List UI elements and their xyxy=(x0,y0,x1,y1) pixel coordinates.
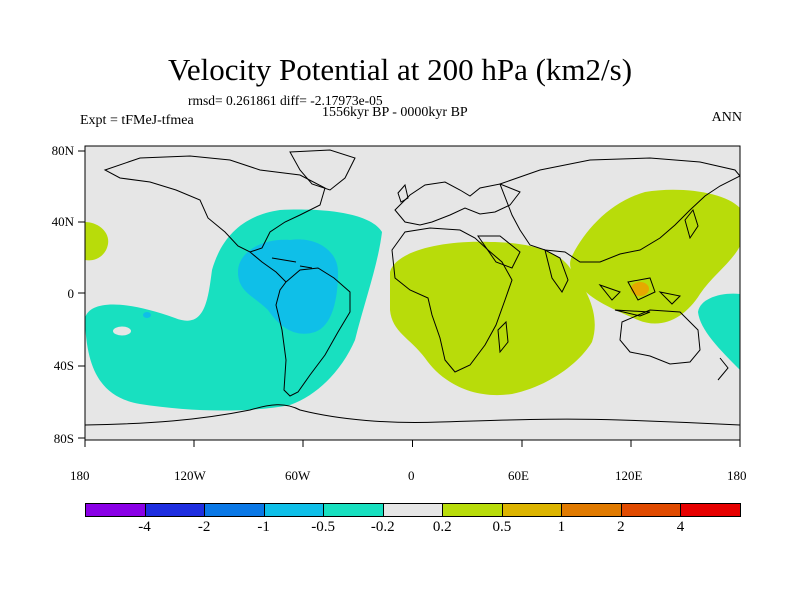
rmsd-diff-stats: rmsd= 0.261861 diff= -2.17973e-05 xyxy=(188,93,383,108)
time-period-label: 1556kyr BP - 0000kyr BP xyxy=(322,105,468,120)
colorbar-label: 4 xyxy=(676,519,685,535)
lat-tick-80n: 80N xyxy=(51,143,74,158)
coast-japan xyxy=(684,208,699,240)
colorbar-segment xyxy=(323,503,384,517)
colorbar-label: 0.2 xyxy=(432,519,452,535)
colorbar-segment xyxy=(382,503,444,517)
colorbar-label: 1 xyxy=(557,519,566,535)
lon-tick-120e: 120E xyxy=(615,468,643,483)
map-title: Velocity Potential at 200 hPa (km2/s) xyxy=(167,52,633,87)
region-neg-east-edge xyxy=(698,293,740,370)
coast-maritime-continent xyxy=(598,277,682,317)
colorbar-label: -4 xyxy=(138,519,151,535)
colorbar-segment xyxy=(442,503,503,517)
lon-tick-120w: 120W xyxy=(174,468,206,483)
coast-madagascar xyxy=(497,320,509,354)
region-pos-africa xyxy=(390,241,595,396)
coast-caribbean xyxy=(271,257,313,269)
colorbar-segment xyxy=(204,503,265,517)
colorbar-label: 0.5 xyxy=(492,519,512,535)
coast-central-america xyxy=(249,251,287,283)
colorbar-segment xyxy=(680,503,741,517)
lat-tick-40n: 40N xyxy=(51,214,74,229)
coast-new-zealand xyxy=(717,357,729,381)
coast-africa xyxy=(391,227,513,373)
region-neg-hole xyxy=(113,326,131,336)
colorbar-segment xyxy=(85,503,146,517)
region-pos-west-edge xyxy=(85,222,109,261)
lon-tick-0: 0 xyxy=(408,468,415,483)
coast-antarctica xyxy=(85,404,740,426)
coast-uk xyxy=(397,183,409,203)
lat-tick-0: 0 xyxy=(67,286,75,301)
coast-asia xyxy=(499,157,740,263)
colorbar-label: -1 xyxy=(257,519,270,535)
region-neg-dot xyxy=(143,312,151,318)
coast-greenland xyxy=(289,149,356,191)
coastlines xyxy=(85,149,740,426)
colorbar-segment xyxy=(263,503,325,517)
colorbar-label: -2 xyxy=(197,519,211,535)
lat-tick-80s: 80S xyxy=(53,431,74,446)
colorbar-segment xyxy=(144,503,206,517)
colorbar-label: -0.2 xyxy=(370,519,395,535)
colorbar-segment xyxy=(620,503,682,517)
lon-tick-60e: 60E xyxy=(508,468,529,483)
axis-ticks xyxy=(78,150,741,447)
coast-europe xyxy=(394,181,521,226)
coast-north-america xyxy=(103,155,326,253)
coast-south-america xyxy=(275,267,351,397)
coast-india xyxy=(544,249,569,293)
coast-australia xyxy=(619,309,701,365)
lon-tick-180e: 180 xyxy=(727,468,747,483)
experiment-label: Expt = tFMeJ-tfmea xyxy=(80,113,194,128)
colorbar-segment xyxy=(561,503,622,517)
region-pos-mid-max xyxy=(631,282,649,296)
lon-tick-180w: 180 xyxy=(70,468,90,483)
lat-tick-40s: 40S xyxy=(53,358,74,373)
coast-arabia xyxy=(477,235,521,269)
lon-tick-60w: 60W xyxy=(285,468,311,483)
colorbar-label: 2 xyxy=(617,519,625,535)
colorbar xyxy=(85,503,741,517)
colorbar-label: -0.5 xyxy=(311,519,336,535)
colorbar-segment xyxy=(501,503,563,517)
season-label: ANN xyxy=(711,110,742,125)
